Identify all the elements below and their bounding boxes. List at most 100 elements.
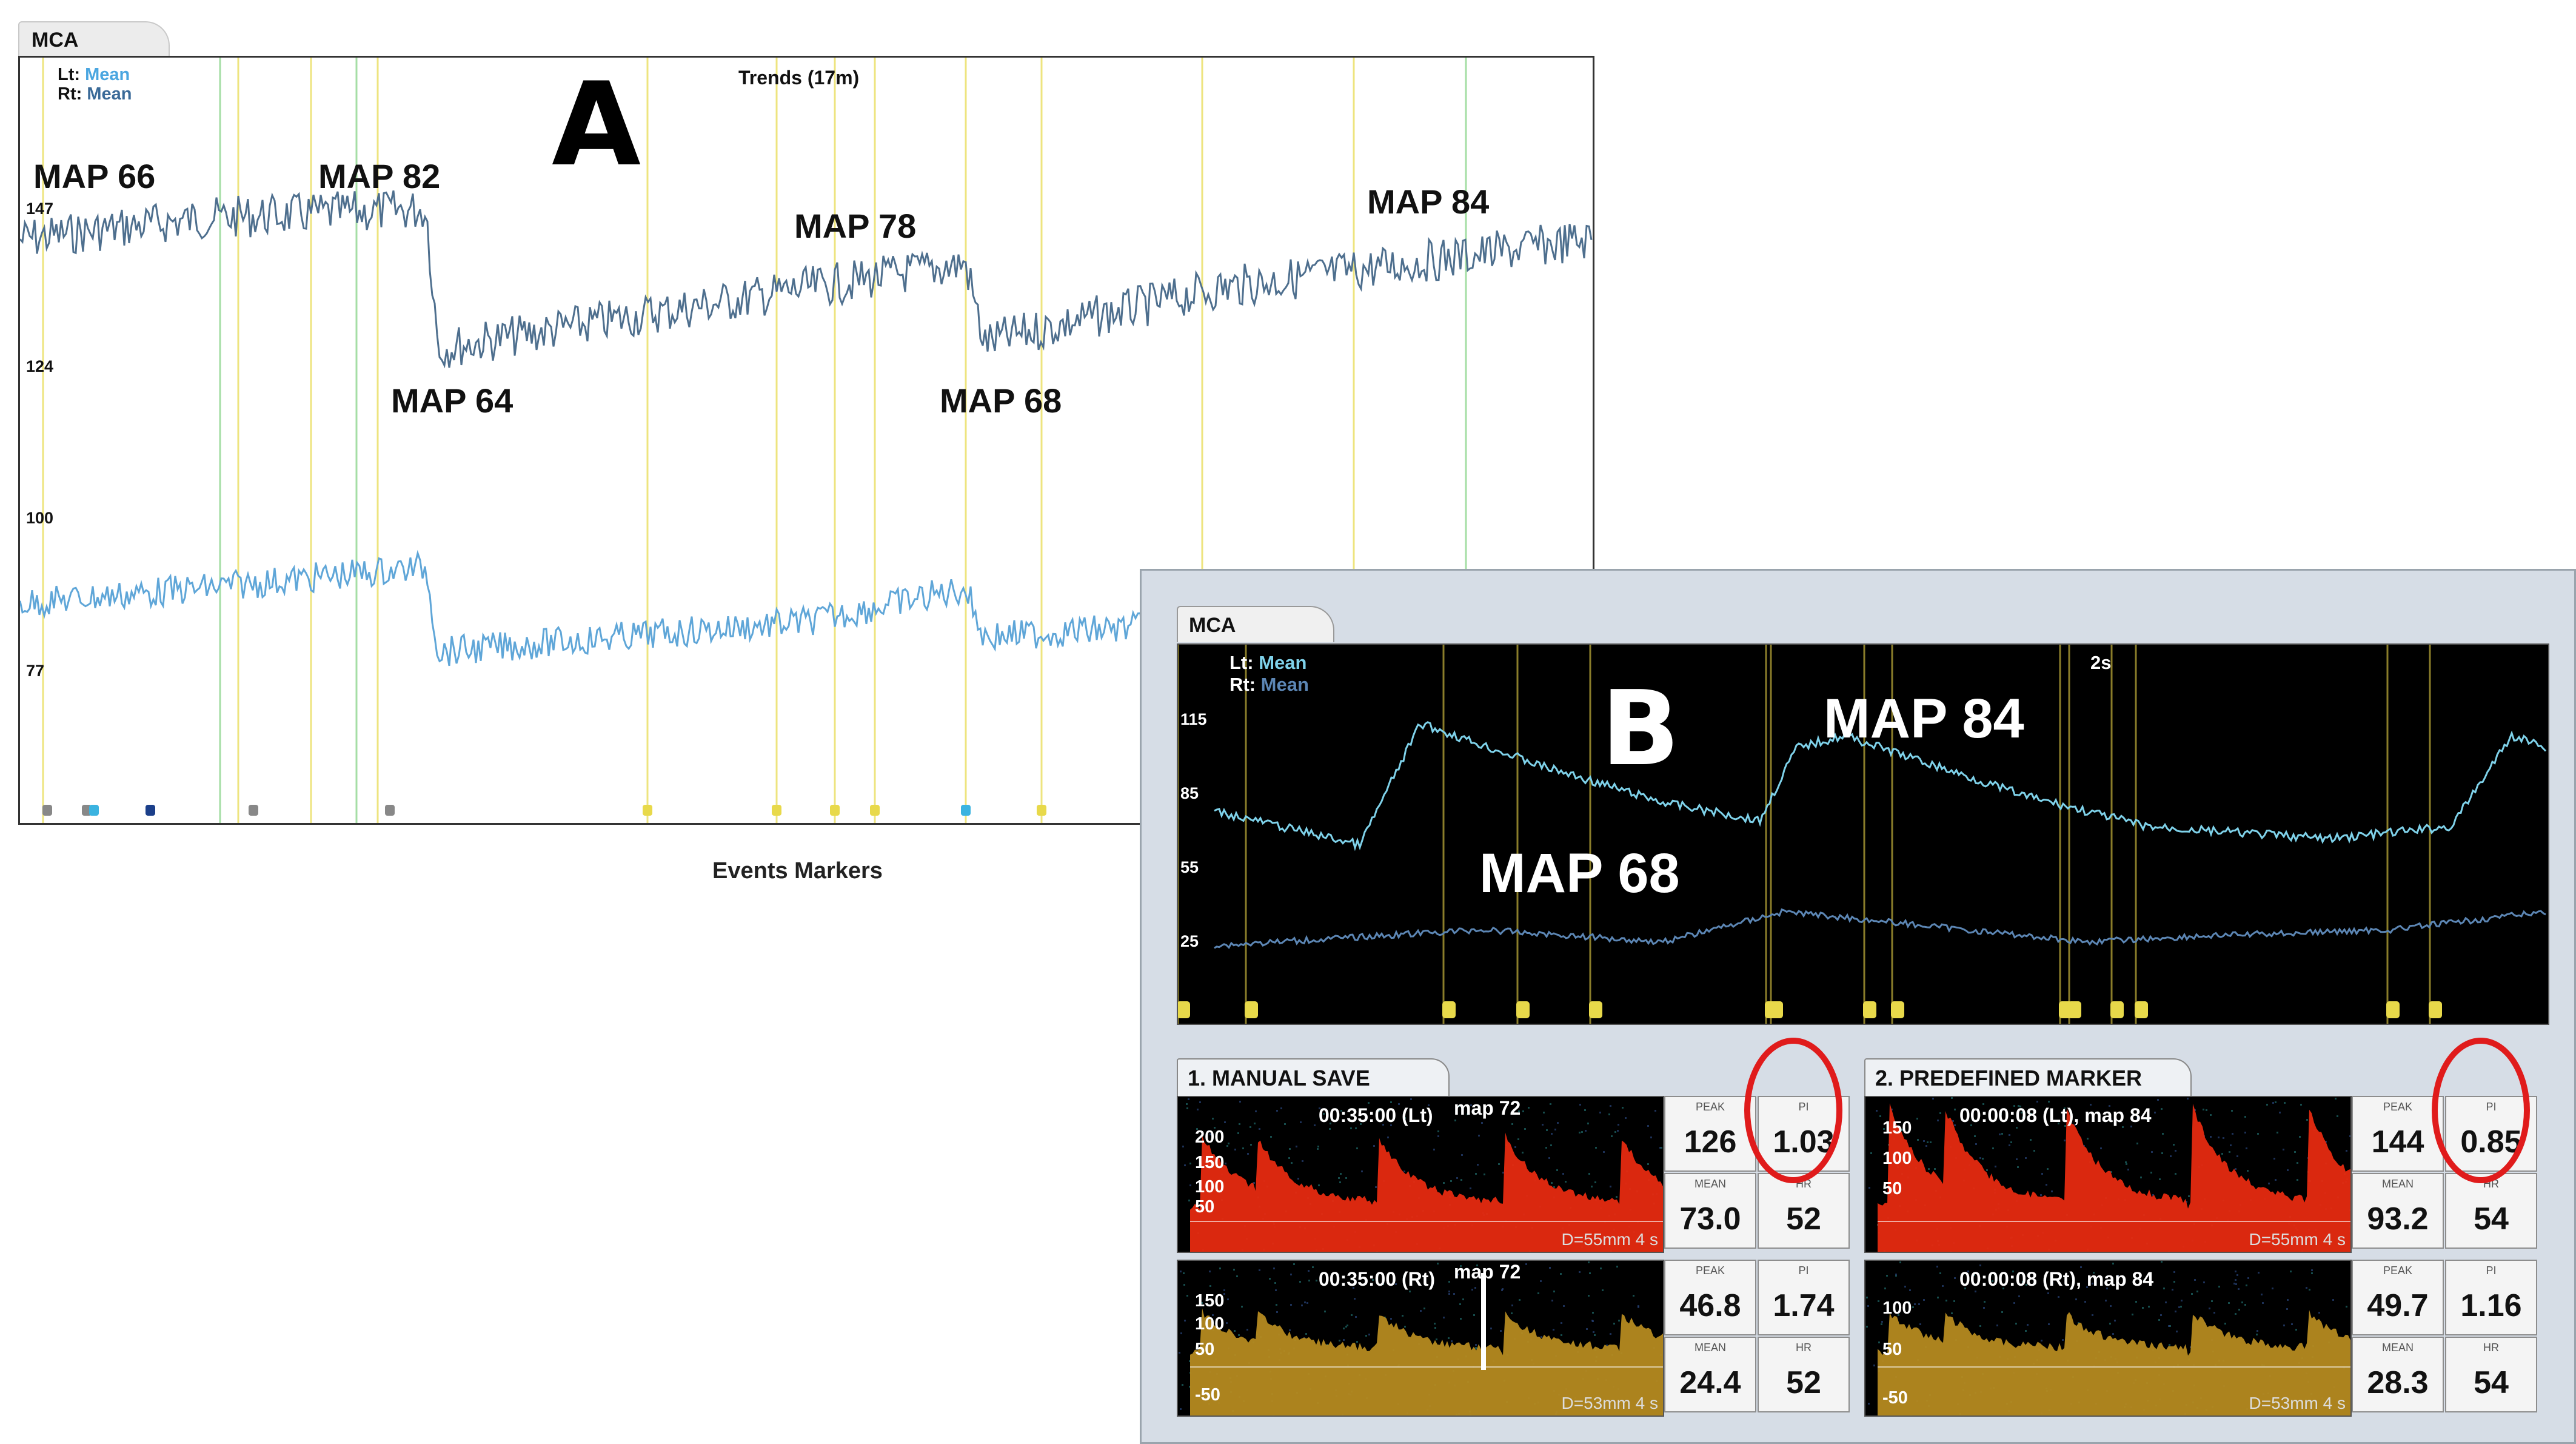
spectrum-noise (1616, 1196, 1618, 1198)
spectrum-noise (1365, 1335, 1367, 1337)
spectrum-noise (1602, 1289, 1604, 1291)
spectrum-noise (1437, 1130, 1439, 1132)
spectrum-noise (1996, 1325, 1998, 1326)
spectrum-noise (1982, 1103, 1984, 1105)
spectrum-noise (1925, 1145, 1927, 1147)
spectrum-noise (2084, 1301, 2086, 1303)
map-label: MAP 84 (1824, 688, 2024, 750)
spectrum-noise (1876, 1110, 1878, 1112)
spectrum-noise (1563, 1305, 1565, 1307)
mean-cell: MEAN 93.2 (2352, 1173, 2444, 1249)
spectrum-noise (1878, 1300, 1879, 1302)
section-tab-manual-save[interactable]: 1. MANUAL SAVE (1177, 1058, 1450, 1096)
spectrum-noise (1595, 1147, 1597, 1149)
tab-mca-a[interactable]: MCA (18, 21, 170, 56)
spectrum-noise (2231, 1110, 2233, 1112)
spectrum-noise (1368, 1334, 1370, 1335)
spectrum-noise (1661, 1147, 1662, 1149)
map-label: MAP 82 (318, 157, 441, 195)
spectrum-noise (1270, 1136, 1272, 1138)
spectrum-noise (1189, 1163, 1191, 1164)
spectrum-noise (2158, 1319, 2160, 1321)
spectrum-noise (1638, 1305, 1639, 1307)
spectrum-noise (2218, 1137, 2220, 1138)
spectrum-noise (2218, 1286, 2220, 1288)
tab-mca-b[interactable]: MCA (1177, 606, 1334, 642)
spectrum-noise (1223, 1293, 1225, 1295)
pi-highlight-circle (2432, 1038, 2530, 1183)
spectrum-noise (1588, 1261, 1590, 1263)
spectrum-noise (1951, 1312, 1953, 1314)
y-tick-b-2: 55 (1180, 858, 1199, 876)
spectrum-noise (1436, 1338, 1437, 1340)
spectrum-noise (1579, 1104, 1581, 1106)
spectrum-noise (2297, 1179, 2298, 1181)
spectrum-noise (2163, 1288, 2165, 1289)
spectrum-noise (2109, 1323, 2111, 1325)
spectrum-noise (2229, 1151, 2230, 1153)
spectrum-noise (2126, 1163, 2127, 1165)
spectrum-noise (2169, 1344, 2170, 1346)
spectrum-noise (1992, 1280, 1993, 1282)
spectrum-noise (1600, 1268, 1602, 1269)
event-marker-icon (146, 805, 155, 816)
spectrum-noise (2075, 1298, 2077, 1300)
spectrum-noise (2175, 1150, 2176, 1152)
spectrum-noise (2309, 1289, 2310, 1291)
spectrum-noise (1551, 1182, 1553, 1184)
spectrum-noise (1560, 1273, 1562, 1275)
spectrum-noise (1511, 1123, 1513, 1125)
spectrum-noise (1585, 1130, 1587, 1132)
spectrum-noise (1914, 1303, 1916, 1305)
spectrum-noise (1898, 1314, 1899, 1316)
event-marker-icon (2386, 1001, 2400, 1018)
spectrum-noise (2058, 1296, 2059, 1298)
spectrum-noise (1525, 1263, 1527, 1265)
spectrum-noise (1351, 1314, 1353, 1316)
spectrum-noise (2262, 1302, 2264, 1304)
spectrum-time: 00:00:08 (Lt), map 84 (1959, 1104, 2152, 1126)
spectrum-noise (1372, 1279, 1374, 1281)
spectrum-noise (1343, 1339, 1345, 1341)
spectrum-noise (1339, 1181, 1341, 1183)
spectrum-noise (1584, 1109, 1586, 1111)
legend-rt-value: Mean (87, 84, 132, 104)
spectrum-noise (1448, 1281, 1450, 1283)
spectrum-time: 00:00:08 (Rt), map 84 (1959, 1268, 2154, 1290)
section-tab-predefined-marker[interactable]: 2. PREDEFINED MARKER (1864, 1058, 2192, 1096)
spectrum-noise (2106, 1288, 2108, 1289)
mean-label: MEAN (1694, 1342, 1726, 1354)
spectrum-noise (1296, 1146, 1297, 1147)
spectrum-noise (1250, 1126, 1251, 1128)
spectrum-noise (1537, 1292, 1539, 1294)
spectrum-footer: D=53mm 4 s (1561, 1394, 1659, 1412)
spectrum-noise (1622, 1107, 1624, 1109)
spectrum-noise (1878, 1342, 1880, 1343)
spectrum-noise (1182, 1384, 1183, 1386)
spectrum-noise (2244, 1132, 2246, 1133)
spectrum-noise (1338, 1177, 1340, 1179)
spectrum-noise (1434, 1323, 1436, 1325)
spectrum-noise (1891, 1109, 1893, 1110)
spectrum-noise (2062, 1339, 2064, 1341)
spectrum-waveform (1866, 1261, 2350, 1415)
spectrum-noise (1379, 1110, 1380, 1112)
spectrum-noise (2016, 1127, 2018, 1129)
peak-cell: PEAK 46.8 (1664, 1260, 1756, 1335)
spectrum-noise (1420, 1310, 1422, 1312)
spectrum-noise (1992, 1147, 1994, 1149)
spectrum-noise (1273, 1268, 1275, 1269)
spectrum-noise (1329, 1128, 1331, 1130)
spectrum-noise (2105, 1300, 2107, 1301)
spectrum-noise (1939, 1112, 1941, 1114)
spectrum-noise (1881, 1323, 1882, 1325)
pi-value: 1.74 (1773, 1288, 1835, 1323)
spectrum-noise (2279, 1112, 2281, 1113)
spectrum-noise (1375, 1186, 1377, 1188)
spectrum-noise (2176, 1331, 2178, 1332)
spectrum-noise (1916, 1118, 1918, 1120)
spectrum-noise (1561, 1322, 1562, 1324)
spectrum-noise (1477, 1164, 1479, 1166)
spectrum-noise (1594, 1181, 1596, 1183)
spectrum-noise (2086, 1286, 2088, 1288)
